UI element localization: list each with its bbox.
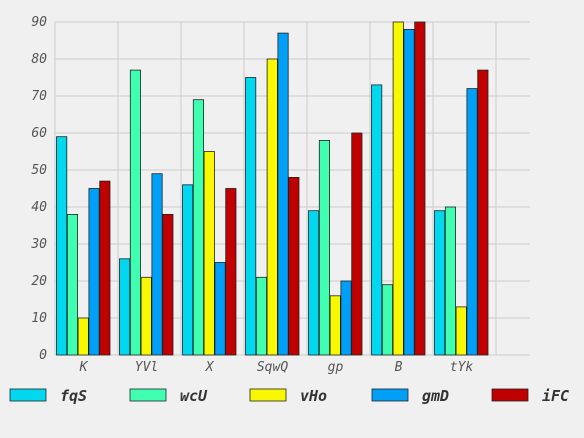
bar-vHo-tYk <box>455 306 467 356</box>
x-tick-label: K <box>79 360 89 375</box>
bar-gmD-K <box>88 188 100 356</box>
legend-swatch <box>371 388 409 402</box>
bar-iFC-X <box>225 188 237 356</box>
x-tick-label: SqwQ <box>257 360 288 375</box>
legend-swatch <box>129 388 167 402</box>
y-tick-label: 50 <box>31 163 47 178</box>
legend-item-fqS: fqS <box>9 387 87 405</box>
y-tick-label: 10 <box>31 311 47 326</box>
bar-wcU-SqwQ <box>255 276 267 356</box>
bar-fqS-YVl <box>119 258 131 356</box>
bar-wcU-gp <box>318 139 330 356</box>
bar-fqS-X <box>182 184 194 356</box>
bar-vHo-K <box>77 317 89 356</box>
legend-item-vHo: vHo <box>249 387 327 405</box>
y-tick-label: 0 <box>39 348 47 363</box>
bar-gmD-X <box>214 262 226 356</box>
y-tick-label: 40 <box>31 200 47 215</box>
legend-item-gmD: gmD <box>371 387 449 405</box>
y-tick-label: 80 <box>31 52 47 67</box>
y-tick-label: 60 <box>31 126 47 141</box>
bar-vHo-YVl <box>140 276 152 356</box>
legend-label: fqS <box>60 387 87 405</box>
bar-iFC-B <box>414 21 426 356</box>
legend-swatch <box>491 388 529 402</box>
bar-gmD-tYk <box>466 88 478 356</box>
bar-vHo-B <box>392 21 404 356</box>
bar-gmD-gp <box>340 280 352 356</box>
y-tick-label: 20 <box>31 274 47 289</box>
bar-wcU-tYk <box>444 206 456 356</box>
bar-wcU-X <box>192 99 205 356</box>
legend-swatch <box>9 388 47 402</box>
x-tick-label: YVl <box>135 360 158 375</box>
legend: fqS wcU vHo gmD iFC <box>9 387 569 405</box>
bar-iFC-gp <box>351 132 363 356</box>
bar-wcU-B <box>381 284 393 356</box>
bar-wcU-YVl <box>129 69 142 356</box>
bar-iFC-tYk <box>477 69 489 356</box>
y-tick-label: 90 <box>31 15 47 30</box>
bar-vHo-SqwQ <box>266 58 278 356</box>
bar-gmD-B <box>403 28 415 356</box>
legend-swatch <box>249 388 287 402</box>
bar-fqS-gp <box>308 210 320 356</box>
legend-label: iFC <box>542 387 569 405</box>
legend-item-iFC: iFC <box>491 387 569 405</box>
bar-gmD-SqwQ <box>277 32 289 356</box>
bar-gmD-YVl <box>151 173 163 356</box>
bar-iFC-YVl <box>162 213 174 356</box>
legend-label: wcU <box>180 387 208 405</box>
legend-label: gmD <box>422 387 449 405</box>
x-tick-label: B <box>395 360 403 375</box>
x-tick-label: X <box>205 360 215 375</box>
x-tick-label: gp <box>328 360 344 375</box>
bars <box>56 21 489 356</box>
bar-vHo-gp <box>329 295 341 356</box>
bar-iFC-SqwQ <box>288 176 300 356</box>
bar-fqS-K <box>56 136 68 356</box>
x-tick-label: tYk <box>450 360 474 375</box>
y-tick-label: 30 <box>30 237 47 252</box>
legend-item-wcU: wcU <box>129 387 208 405</box>
y-axis-ticks: 0 10 20 30 40 50 60 70 80 90 <box>30 15 47 363</box>
bar-fqS-B <box>371 84 383 356</box>
bar-wcU-K <box>66 213 79 356</box>
legend-label: vHo <box>300 387 327 405</box>
bar-fqS-SqwQ <box>245 77 257 356</box>
bar-iFC-K <box>99 180 111 356</box>
bar-vHo-X <box>203 151 215 356</box>
bar-fqS-tYk <box>434 210 446 356</box>
y-tick-label: 70 <box>31 89 47 104</box>
